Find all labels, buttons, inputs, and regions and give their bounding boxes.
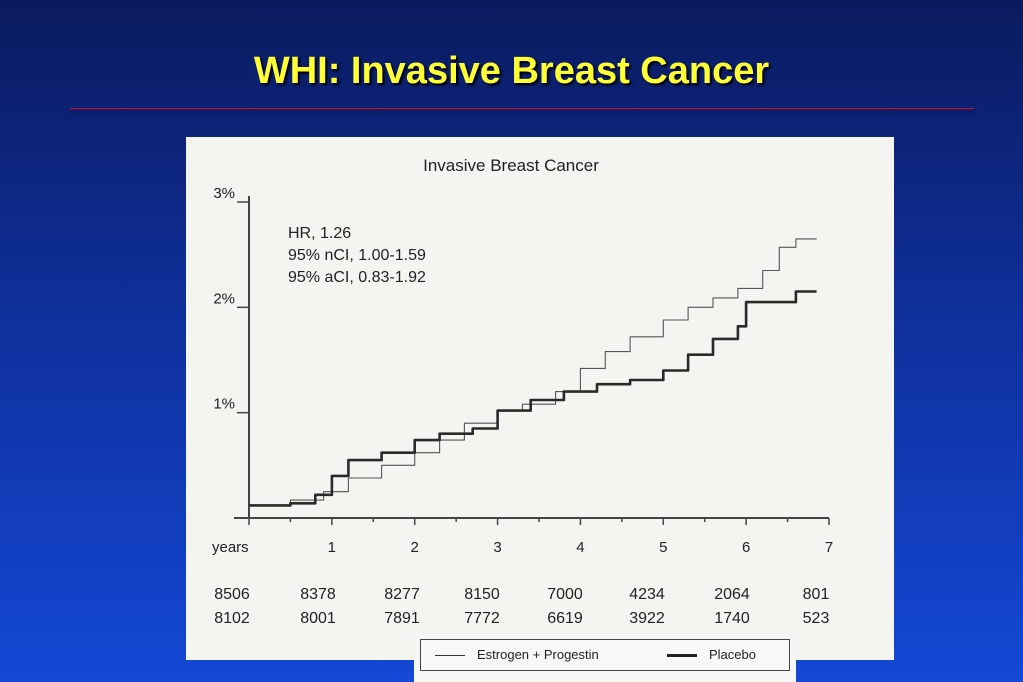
legend-label-placebo: Placebo (709, 647, 756, 662)
annotation-text: 95% aCI, 0.83-1.92 (288, 269, 426, 286)
axes-group: 1% 2% 3% years 1 2 3 4 5 6 7 (212, 185, 833, 556)
legend-frame: Estrogen + Progestin Placebo (420, 639, 790, 671)
legend-item-estrogen-progestin: Estrogen + Progestin (435, 647, 599, 662)
at-risk-value: 801 (803, 586, 830, 603)
chart-svg: Invasive Breast Cancer HR, 1.26 95% nCI, … (212, 156, 833, 627)
slide-title: WHI: Invasive Breast Cancer (253, 50, 770, 92)
y-tick-label: 3% (213, 185, 235, 202)
title-divider (70, 108, 974, 109)
legend: Estrogen + Progestin Placebo (414, 633, 796, 682)
at-risk-value: 8506 (214, 586, 250, 603)
legend-item-placebo: Placebo (667, 647, 756, 662)
x-tick-label: 3 (493, 539, 501, 556)
at-risk-value: 7772 (464, 610, 500, 627)
at-risk-value: 8150 (464, 586, 500, 603)
at-risk-value: 7000 (547, 586, 583, 603)
annotation-text: 95% nCI, 1.00-1.59 (288, 247, 426, 264)
legend-swatch-thin (435, 655, 465, 657)
at-risk-value: 1740 (714, 610, 750, 627)
at-risk-value: 523 (803, 610, 830, 627)
series-line-placebo (249, 290, 817, 507)
at-risk-value: 6619 (547, 610, 583, 627)
legend-label-estrogen-progestin: Estrogen + Progestin (477, 647, 599, 662)
at-risk-value: 2064 (714, 586, 750, 603)
at-risk-value: 4234 (629, 586, 665, 603)
x-tick-label: 1 (328, 539, 336, 556)
at-risk-value: 7891 (384, 610, 420, 627)
chart-panel: Invasive Breast Cancer HR, 1.26 95% nCI, … (186, 137, 894, 660)
x-tick-label: 7 (825, 539, 833, 556)
x-axis-label: years (212, 539, 249, 556)
x-tick-label: 2 (411, 539, 419, 556)
series-group (249, 238, 817, 507)
legend-swatch-thick (667, 654, 697, 658)
at-risk-value: 8277 (384, 586, 420, 603)
annotation-group: HR, 1.26 95% nCI, 1.00-1.59 95% aCI, 0.83-… (288, 225, 426, 286)
chart-title: Invasive Breast Cancer (423, 156, 599, 175)
at-risk-value: 8001 (300, 610, 336, 627)
x-tick-label: 6 (742, 539, 750, 556)
y-tick-label: 1% (213, 396, 235, 413)
x-tick-label: 4 (576, 539, 584, 556)
at-risk-value: 8378 (300, 586, 336, 603)
at-risk-value: 8102 (214, 610, 250, 627)
annotation-text: HR, 1.26 (288, 225, 351, 242)
at-risk-table: 8506 8378 8277 8150 7000 4234 2064 801 8102 8001 7… (214, 586, 829, 627)
y-tick-label: 2% (213, 290, 235, 307)
x-tick-label: 5 (659, 539, 667, 556)
at-risk-value: 3922 (629, 610, 665, 627)
